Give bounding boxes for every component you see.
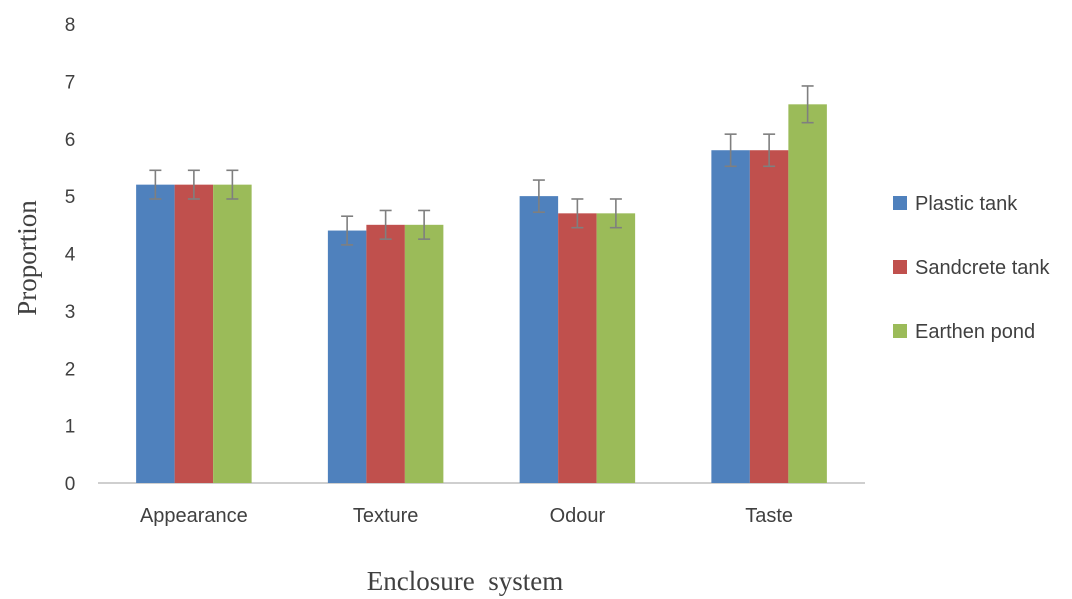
error-bar <box>149 169 162 200</box>
bar-sandcrete-tank-taste <box>749 150 789 483</box>
bar-sandcrete-tank-texture <box>366 224 405 483</box>
bar-earthen-pond-appearance <box>213 184 252 483</box>
bar-earthen-pond-odour <box>596 213 636 483</box>
legend-item: Earthen pond <box>893 321 1035 343</box>
bars <box>136 104 827 483</box>
y-axis-ticks: 0 1 2 3 4 5 6 7 8 <box>65 15 76 495</box>
y-tick-label: 1 <box>65 417 76 438</box>
legend-swatch <box>893 196 907 210</box>
x-category-label: Odour <box>550 505 606 527</box>
legend-label: Earthen pond <box>915 321 1035 343</box>
legend-item: Plastic tank <box>893 193 1018 215</box>
legend-item: Sandcrete tank <box>893 257 1051 279</box>
bar-sandcrete-tank-appearance <box>174 184 214 483</box>
y-tick-label: 0 <box>65 474 76 495</box>
bar-earthen-pond-texture <box>404 224 444 483</box>
error-bars <box>149 85 814 246</box>
error-bar <box>379 209 392 240</box>
y-tick-label: 2 <box>65 359 76 380</box>
x-category-label: Taste <box>745 505 793 527</box>
error-bar <box>763 133 776 168</box>
y-tick-label: 4 <box>65 245 76 266</box>
legend-swatch <box>893 324 907 338</box>
legend: Plastic tank Sandcrete tank Earthen pond <box>893 193 1051 343</box>
bar-plastic-tank-appearance <box>136 184 175 483</box>
error-bar <box>571 198 584 229</box>
bar-plastic-tank-texture <box>327 230 367 483</box>
bar-plastic-tank-odour <box>519 196 559 483</box>
y-axis-title: Proportion <box>12 200 42 316</box>
y-tick-label: 7 <box>65 72 76 93</box>
error-bar <box>724 133 737 168</box>
y-tick-label: 6 <box>65 130 76 151</box>
error-bar <box>418 209 431 240</box>
y-tick-label: 5 <box>65 187 76 208</box>
bar-earthen-pond-taste <box>788 104 827 483</box>
y-tick-label: 8 <box>65 15 76 36</box>
x-category-label: Appearance <box>140 505 248 527</box>
x-axis-title: Enclosure system <box>367 566 563 596</box>
error-bar <box>532 179 545 213</box>
legend-swatch <box>893 260 907 274</box>
x-axis-categories: Appearance Texture Odour Taste <box>140 505 793 527</box>
error-bar <box>341 215 354 246</box>
error-bar <box>801 85 814 124</box>
legend-label: Plastic tank <box>915 193 1018 215</box>
x-category-label: Texture <box>353 505 419 527</box>
bar-sandcrete-tank-odour <box>558 213 597 483</box>
legend-label: Sandcrete tank <box>915 257 1051 279</box>
y-tick-label: 3 <box>65 302 76 323</box>
error-bar <box>187 169 200 200</box>
bar-plastic-tank-taste <box>711 150 750 483</box>
error-bar <box>609 198 622 229</box>
error-bar <box>226 169 239 200</box>
